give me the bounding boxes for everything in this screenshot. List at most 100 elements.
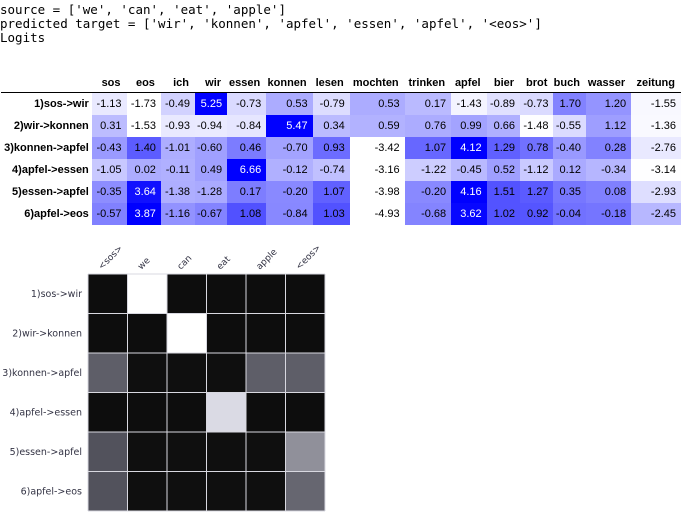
x-tick-label: <sos> xyxy=(97,244,125,272)
logit-cell: -0.40 xyxy=(553,137,586,159)
logit-cell: -0.20 xyxy=(266,181,313,203)
logit-cell: -0.20 xyxy=(404,181,452,203)
column-header-ich: ich xyxy=(173,77,190,89)
logit-cell: -0.70 xyxy=(266,137,313,159)
logit-cell: -0.49 xyxy=(160,92,196,115)
logit-cell: 0.53 xyxy=(349,92,405,115)
logit-cell: -0.79 xyxy=(312,92,350,115)
heatmap-cell xyxy=(206,432,246,472)
logit-cell: 1.02 xyxy=(486,203,521,225)
logit-cell: -1.22 xyxy=(404,159,452,181)
heatmap-cell xyxy=(246,392,286,432)
logit-cell: -1.12 xyxy=(520,159,554,181)
logit-cell: -0.43 xyxy=(91,137,127,159)
heatmap-cell xyxy=(88,274,128,314)
heatmap-cell xyxy=(285,274,325,314)
column-header-eos: eos xyxy=(135,77,155,89)
column-header-trinken: trinken xyxy=(408,77,446,89)
x-tick-label: eat xyxy=(215,254,233,272)
logit-cell: -1.43 xyxy=(451,92,487,115)
logit-cell: -1.53 xyxy=(126,115,161,137)
logit-cell: -0.84 xyxy=(227,115,267,137)
logits-row: 6)apfel->eos -0.57 3.87 -1.16 -0.67 1.08 -0.84… xyxy=(1,203,681,225)
logit-cell: -0.11 xyxy=(160,159,196,181)
column-header-wasser: wasser xyxy=(587,77,626,89)
column-header-sos: sos xyxy=(101,77,121,89)
logit-cell: 4.12 xyxy=(451,137,487,159)
logit-cell: -1.05 xyxy=(91,159,127,181)
logit-cell: -0.12 xyxy=(266,159,313,181)
logit-cell: 0.34 xyxy=(312,115,350,137)
row-label: 4)apfel->essen xyxy=(12,164,89,176)
predicted-target-line: predicted target = ['wir', 'konnen', 'ap… xyxy=(0,16,542,31)
logit-cell: 3.62 xyxy=(451,203,487,225)
logit-cell: 1.40 xyxy=(126,137,161,159)
column-header-konnen: konnen xyxy=(267,77,307,89)
logit-cell: 0.28 xyxy=(585,137,632,159)
logit-cell: -0.68 xyxy=(404,203,452,225)
heatmap-cell xyxy=(285,392,325,432)
y-tick-label: 6)apfel->eos xyxy=(21,486,82,497)
heatmap-cell xyxy=(127,471,167,511)
row-label: 5)essen->apfel xyxy=(12,186,89,198)
logit-cell: -4.93 xyxy=(349,203,405,225)
y-tick-label: 1)sos->wir xyxy=(31,289,82,300)
x-tick-label: can xyxy=(176,254,195,273)
y-tick-label: 3)konnen->apfel xyxy=(2,368,82,379)
logit-cell: -0.60 xyxy=(195,137,228,159)
attention-heatmap: <sos> we can eat apple <eos> 1)sos->wir 2)wir->… xyxy=(2,243,326,512)
column-header-apfel: apfel xyxy=(454,77,481,89)
logits-table: sos eos ich wir essen konnen lesen mochten trink… xyxy=(1,74,681,225)
heatmap-cell xyxy=(88,471,128,511)
y-tick-label: 5)essen->apfel xyxy=(10,447,82,458)
logit-cell: -0.45 xyxy=(451,159,487,181)
logit-cell: -0.55 xyxy=(553,115,586,137)
logit-cell: 4.16 xyxy=(451,181,487,203)
logit-cell: 1.51 xyxy=(486,181,521,203)
logit-cell: 0.17 xyxy=(227,181,267,203)
heatmap-cell xyxy=(127,313,167,353)
logit-cell: -0.18 xyxy=(585,203,632,225)
logit-cell: 0.08 xyxy=(585,181,632,203)
logit-cell: -0.67 xyxy=(195,203,228,225)
column-header-lesen: lesen xyxy=(315,77,344,89)
logit-cell: -0.93 xyxy=(160,115,196,137)
logit-cell: -1.55 xyxy=(631,92,681,115)
logit-cell: 1.70 xyxy=(553,92,586,115)
logit-cell: 0.99 xyxy=(451,115,487,137)
logit-cell: 1.12 xyxy=(585,115,632,137)
heatmap-cell xyxy=(167,313,207,353)
logit-cell: -1.38 xyxy=(160,181,196,203)
heatmap-cell xyxy=(206,353,246,393)
logit-cell: 1.03 xyxy=(312,203,350,225)
logit-cell: -1.36 xyxy=(631,115,681,137)
logit-cell: 0.53 xyxy=(266,92,313,115)
heatmap-cell xyxy=(88,313,128,353)
row-label: 2)wir->konnen xyxy=(13,120,89,132)
logit-cell: 0.02 xyxy=(126,159,161,181)
logit-cell: -0.57 xyxy=(91,203,127,225)
logits-body: 1)sos->wir -1.13 -1.73 -0.49 5.25 -0.73 0.53 -0… xyxy=(1,92,681,225)
logits-heading: Logits xyxy=(0,30,46,45)
logit-cell: -1.13 xyxy=(91,92,127,115)
heatmap-cell xyxy=(246,313,286,353)
heatmap-cell xyxy=(246,471,286,511)
row-label: 3)konnen->apfel xyxy=(4,142,89,154)
logit-cell: -1.48 xyxy=(520,115,554,137)
heatmap-cell xyxy=(127,432,167,472)
logit-cell: 0.52 xyxy=(486,159,521,181)
heatmap-cell xyxy=(285,471,325,511)
logit-cell: 0.76 xyxy=(404,115,452,137)
heatmap-cell xyxy=(206,313,246,353)
x-tick-label: we xyxy=(136,256,153,273)
logit-cell: -0.04 xyxy=(553,203,586,225)
heatmap-cell xyxy=(88,432,128,472)
logit-cell: 5.25 xyxy=(195,92,228,115)
x-tick-label: <eos> xyxy=(294,243,323,272)
logit-cell: -0.73 xyxy=(227,92,267,115)
column-header-zeitung: zeitung xyxy=(636,77,676,89)
y-tick-label: 4)apfel->essen xyxy=(10,407,82,418)
column-header-bier: bier xyxy=(493,77,515,89)
heatmap-cell xyxy=(246,274,286,314)
column-header-buch: buch xyxy=(553,77,580,89)
